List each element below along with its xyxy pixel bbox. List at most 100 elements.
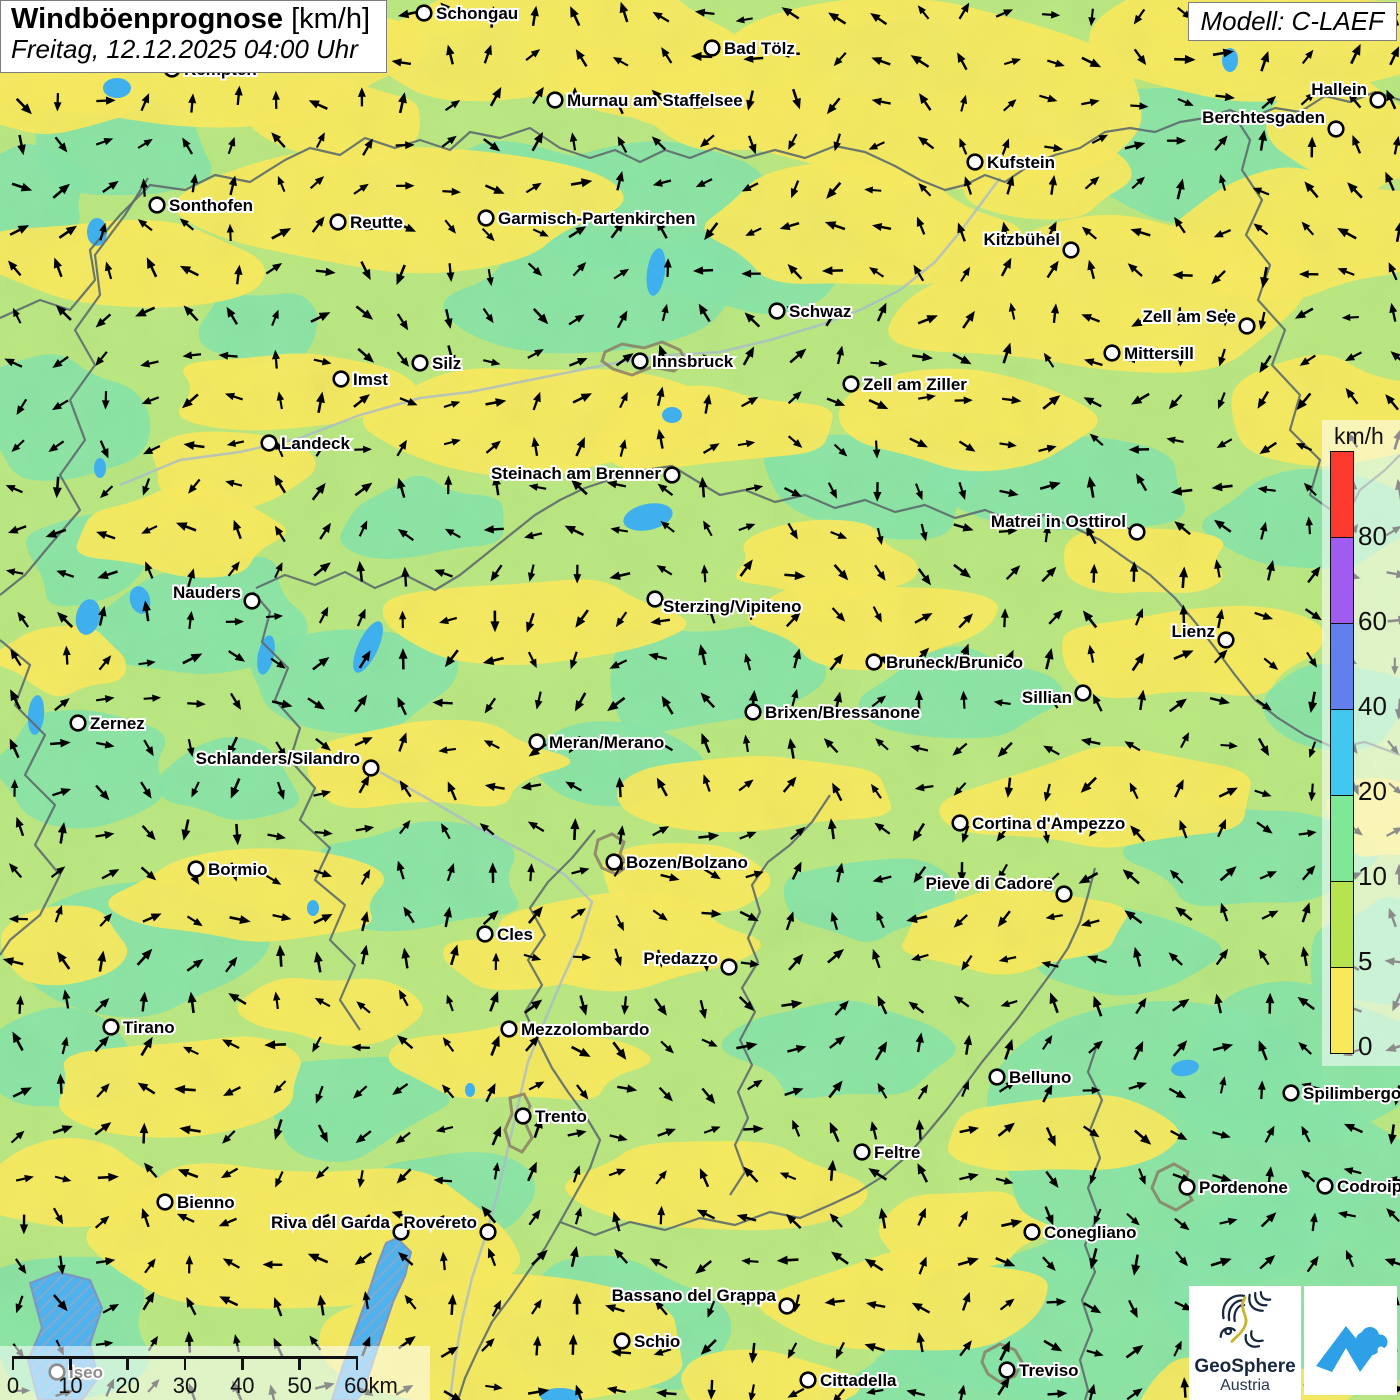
city-marker: Belluno — [988, 1066, 1073, 1089]
legend-segment-40 — [1331, 624, 1353, 710]
city-marker: Murnau am Staffelsee — [546, 89, 745, 112]
city-marker: Schongau — [415, 2, 520, 25]
city-marker: Imst — [332, 368, 390, 391]
city-marker: Predazzo — [641, 947, 738, 976]
city-label: Bad Tölz — [724, 39, 795, 58]
city-marker: Silz — [411, 352, 463, 375]
legend-segment-20 — [1331, 710, 1353, 796]
city-marker: Steinach am Brenner — [489, 462, 681, 485]
city-marker: Zell am See — [1140, 305, 1256, 335]
scalebar-label: 20 — [115, 1373, 140, 1398]
city-marker: Zernez — [69, 712, 147, 735]
city-label: Conegliano — [1044, 1223, 1137, 1242]
legend-tick-label: 80 — [1358, 521, 1387, 551]
legend-tick-label: 40 — [1358, 691, 1387, 721]
scalebar-tick — [183, 1356, 187, 1370]
legend-tick-label: 60 — [1358, 606, 1387, 636]
city-label: Imst — [353, 370, 388, 389]
city-label: Sterzing/Vipiteno — [663, 597, 802, 616]
city-marker: Reutte — [329, 211, 405, 234]
geosphere-name: GeoSphere — [1194, 1356, 1296, 1377]
city-marker: Feltre — [853, 1141, 922, 1164]
city-marker: Pordenone — [1178, 1176, 1290, 1199]
legend-tick-label: 5 — [1358, 946, 1373, 976]
city-label: Belluno — [1009, 1068, 1071, 1087]
city-label: Silz — [432, 354, 461, 373]
city-marker: Landeck — [260, 432, 353, 455]
mountain-cloud-icon — [1316, 1326, 1388, 1372]
city-marker: Berchtesgaden — [1200, 106, 1345, 138]
city-label: Murnau am Staffelsee — [567, 91, 743, 110]
legend-segment-60 — [1331, 538, 1353, 624]
scalebar-label: 50 — [287, 1373, 312, 1398]
model-label: Modell: C-LAEF — [1187, 2, 1397, 41]
geosphere-contours-icon — [1219, 1290, 1272, 1348]
city-label: Mezzolombardo — [521, 1020, 649, 1039]
city-label: Pordenone — [1199, 1178, 1288, 1197]
city-label: Treviso — [1019, 1361, 1079, 1380]
legend-tick-label: 20 — [1358, 776, 1387, 806]
city-label: Feltre — [874, 1143, 920, 1162]
city-marker: Rovereto — [401, 1211, 497, 1241]
city-marker: Nauders — [171, 581, 261, 610]
city-label: Bassano del Grappa — [612, 1286, 777, 1305]
city-marker: Treviso — [998, 1359, 1081, 1382]
city-marker: Sterzing/Vipiteno — [646, 590, 804, 618]
city-marker: Kitzbühel — [982, 228, 1080, 259]
city-marker: Tirano — [102, 1016, 177, 1039]
city-marker: Bruneck/Brunico — [865, 651, 1025, 674]
city-label: Landeck — [281, 434, 351, 453]
city-label: Trento — [535, 1107, 587, 1126]
city-label: Zell am See — [1142, 307, 1236, 326]
city-marker: Sillian — [1020, 684, 1092, 709]
scalebar-label: 40 — [230, 1373, 255, 1398]
city-label: Cles — [497, 925, 533, 944]
city-marker: Schio — [613, 1330, 682, 1353]
geosphere-country: Austria — [1220, 1377, 1270, 1394]
geosphere-logo: GeoSphere Austria — [1189, 1286, 1301, 1400]
city-label: Sillian — [1022, 688, 1072, 707]
city-marker: Schlanders/Silandro — [194, 747, 380, 777]
city-marker: Schwaz — [768, 300, 853, 323]
scalebar-tick — [355, 1356, 359, 1370]
city-marker: Bad Tölz — [703, 37, 797, 60]
city-label: Predazzo — [643, 949, 718, 968]
city-marker: Matrei in Osttirol — [989, 510, 1146, 541]
city-label: Bruneck/Brunico — [886, 653, 1023, 672]
city-marker: Cortina d'Ampezzo — [951, 812, 1127, 835]
city-label: Zernez — [90, 714, 145, 733]
title-box: Windböenprognose [km/h] Freitag, 12.12.2… — [0, 0, 388, 73]
city-label: Meran/Merano — [549, 733, 664, 752]
city-marker: Kufstein — [966, 151, 1057, 174]
city-label: Innsbruck — [652, 352, 734, 371]
city-label: Spilimbergo — [1303, 1084, 1400, 1103]
page-title: Windböenprognose — [11, 3, 283, 35]
city-label: Cittadella — [820, 1371, 897, 1390]
scalebar-label: 0 — [6, 1373, 20, 1398]
city-label: Berchtesgaden — [1202, 108, 1325, 127]
city-label: Kufstein — [987, 153, 1055, 172]
scalebar-tick — [126, 1356, 129, 1370]
city-label: Zell am Ziller — [863, 375, 967, 394]
city-label: Codroipo — [1337, 1177, 1400, 1196]
legend-segment-10 — [1331, 796, 1353, 882]
city-marker: Mittersill — [1103, 342, 1196, 365]
city-marker: Trento — [514, 1105, 589, 1128]
scalebar-tick — [69, 1356, 72, 1370]
legend-panel: km/h 80 60 40 20 10 5 0 — [1322, 420, 1400, 1066]
city-marker: Meran/Merano — [528, 731, 666, 754]
city-label: Reutte — [350, 213, 403, 232]
city-label: Mittersill — [1124, 344, 1194, 363]
city-label: Brixen/Bressanone — [765, 703, 920, 722]
city-label: Schongau — [436, 4, 518, 23]
page-title-unit: [km/h] — [291, 3, 371, 35]
city-marker: Sonthofen — [148, 194, 255, 217]
scale-bar: 0 10 20 30 40 50 60km — [0, 1346, 430, 1400]
city-marker: Brixen/Bressanone — [744, 701, 922, 724]
city-marker: Pieve di Cadore — [923, 872, 1073, 903]
legend-segment-0 — [1331, 968, 1353, 1053]
city-marker: Bienno — [156, 1191, 237, 1214]
city-label: Kitzbühel — [984, 230, 1061, 249]
city-marker: Bassano del Grappa — [610, 1284, 796, 1315]
